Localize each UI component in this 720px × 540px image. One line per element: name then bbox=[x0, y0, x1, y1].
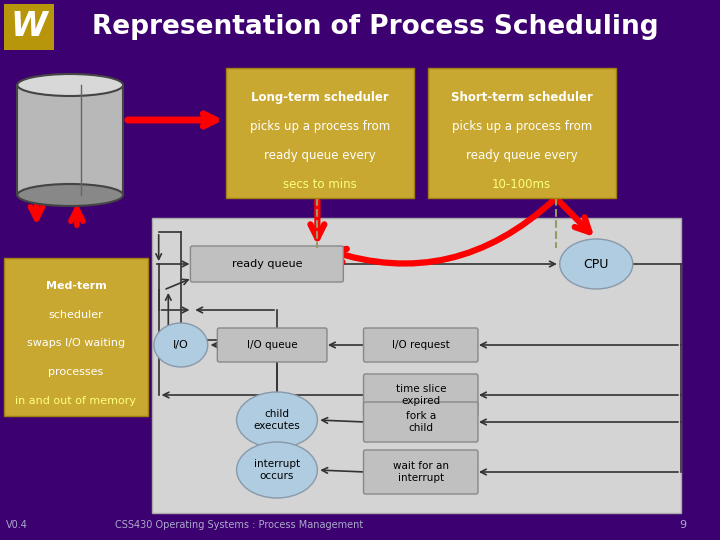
FancyBboxPatch shape bbox=[190, 246, 343, 282]
Text: 10-100ms: 10-100ms bbox=[492, 178, 552, 191]
Text: interrupt
occurs: interrupt occurs bbox=[254, 459, 300, 481]
Text: ready queue: ready queue bbox=[232, 259, 302, 269]
Ellipse shape bbox=[237, 392, 318, 448]
Text: picks up a process from: picks up a process from bbox=[250, 120, 390, 133]
Ellipse shape bbox=[237, 442, 318, 498]
Ellipse shape bbox=[559, 239, 633, 289]
FancyBboxPatch shape bbox=[364, 374, 478, 416]
Text: Long-term scheduler: Long-term scheduler bbox=[251, 91, 389, 104]
Text: W: W bbox=[10, 10, 48, 44]
FancyBboxPatch shape bbox=[4, 4, 54, 50]
Text: I/O: I/O bbox=[173, 340, 189, 350]
FancyBboxPatch shape bbox=[364, 402, 478, 442]
Ellipse shape bbox=[17, 74, 123, 96]
FancyBboxPatch shape bbox=[17, 85, 123, 195]
Text: scheduler: scheduler bbox=[49, 310, 104, 320]
FancyBboxPatch shape bbox=[364, 328, 478, 362]
Ellipse shape bbox=[17, 184, 123, 206]
FancyBboxPatch shape bbox=[4, 258, 148, 416]
Text: 9: 9 bbox=[680, 520, 687, 530]
Ellipse shape bbox=[154, 323, 208, 367]
Text: Med-term: Med-term bbox=[45, 281, 107, 291]
FancyBboxPatch shape bbox=[152, 218, 681, 513]
Text: processes: processes bbox=[48, 367, 104, 377]
FancyBboxPatch shape bbox=[428, 68, 616, 198]
Text: CPU: CPU bbox=[584, 258, 609, 271]
Text: fork a
child: fork a child bbox=[405, 411, 436, 433]
Text: child
executes: child executes bbox=[253, 409, 300, 431]
Text: Short-term scheduler: Short-term scheduler bbox=[451, 91, 593, 104]
FancyBboxPatch shape bbox=[364, 450, 478, 494]
Text: swaps I/O waiting: swaps I/O waiting bbox=[27, 339, 125, 348]
Text: time slice
expired: time slice expired bbox=[395, 384, 446, 406]
Text: secs to mins: secs to mins bbox=[283, 178, 356, 191]
Text: V0.4: V0.4 bbox=[6, 520, 27, 530]
Text: ready queue every: ready queue every bbox=[264, 149, 376, 162]
Text: in and out of memory: in and out of memory bbox=[15, 396, 137, 406]
FancyBboxPatch shape bbox=[226, 68, 413, 198]
Text: Representation of Process Scheduling: Representation of Process Scheduling bbox=[91, 14, 658, 40]
FancyBboxPatch shape bbox=[217, 328, 327, 362]
Text: ready queue every: ready queue every bbox=[466, 149, 577, 162]
Text: I/O queue: I/O queue bbox=[247, 340, 297, 350]
Text: picks up a process from: picks up a process from bbox=[451, 120, 592, 133]
Text: CSS430 Operating Systems : Process Management: CSS430 Operating Systems : Process Manag… bbox=[115, 520, 364, 530]
Text: wait for an
interrupt: wait for an interrupt bbox=[392, 461, 449, 483]
Text: I/O request: I/O request bbox=[392, 340, 449, 350]
